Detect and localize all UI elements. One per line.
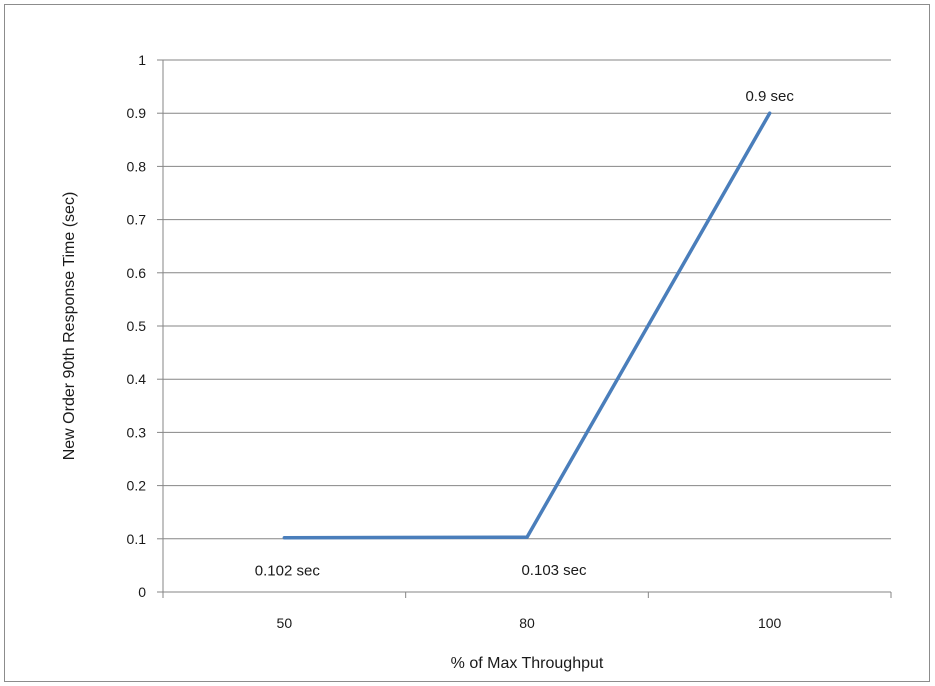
x-tick-label: 100: [758, 615, 782, 631]
y-tick-label: 0.1: [127, 531, 147, 547]
data-labels: 0.102 sec 0.103 sec 0.9 sec: [255, 88, 795, 580]
y-tick-label: 0.9: [127, 105, 147, 121]
y-tick-labels: 0 0.1 0.2 0.3 0.4 0.5 0.6 0.7 0.8 0.9 1: [127, 52, 147, 600]
y-tick-label: 0.7: [127, 212, 147, 228]
data-label: 0.102 sec: [255, 563, 321, 580]
x-axis-label: % of Max Throughput: [451, 655, 604, 672]
y-tick-label: 0.6: [127, 265, 147, 281]
x-tick-label: 80: [519, 615, 535, 631]
x-tick-label: 50: [277, 615, 293, 631]
chart-frame: [4, 4, 930, 682]
y-axis-label: New Order 90th Response Time (sec): [61, 192, 78, 461]
y-tick-label: 1: [138, 52, 146, 68]
x-tick-labels: 50 80 100: [277, 615, 782, 631]
series-group: [282, 111, 772, 540]
data-label: 0.103 sec: [521, 562, 587, 579]
y-tick-label: 0.4: [127, 371, 147, 387]
series-line: [282, 111, 772, 540]
gridlines: [157, 59, 892, 598]
y-tick-label: 0.5: [127, 318, 147, 334]
y-tick-label: 0.3: [127, 424, 147, 440]
y-tick-label: 0: [138, 584, 146, 600]
axes: [162, 60, 891, 593]
y-tick-label: 0.8: [127, 158, 147, 174]
y-tick-label: 0.2: [127, 478, 147, 494]
data-label: 0.9 sec: [745, 88, 794, 105]
